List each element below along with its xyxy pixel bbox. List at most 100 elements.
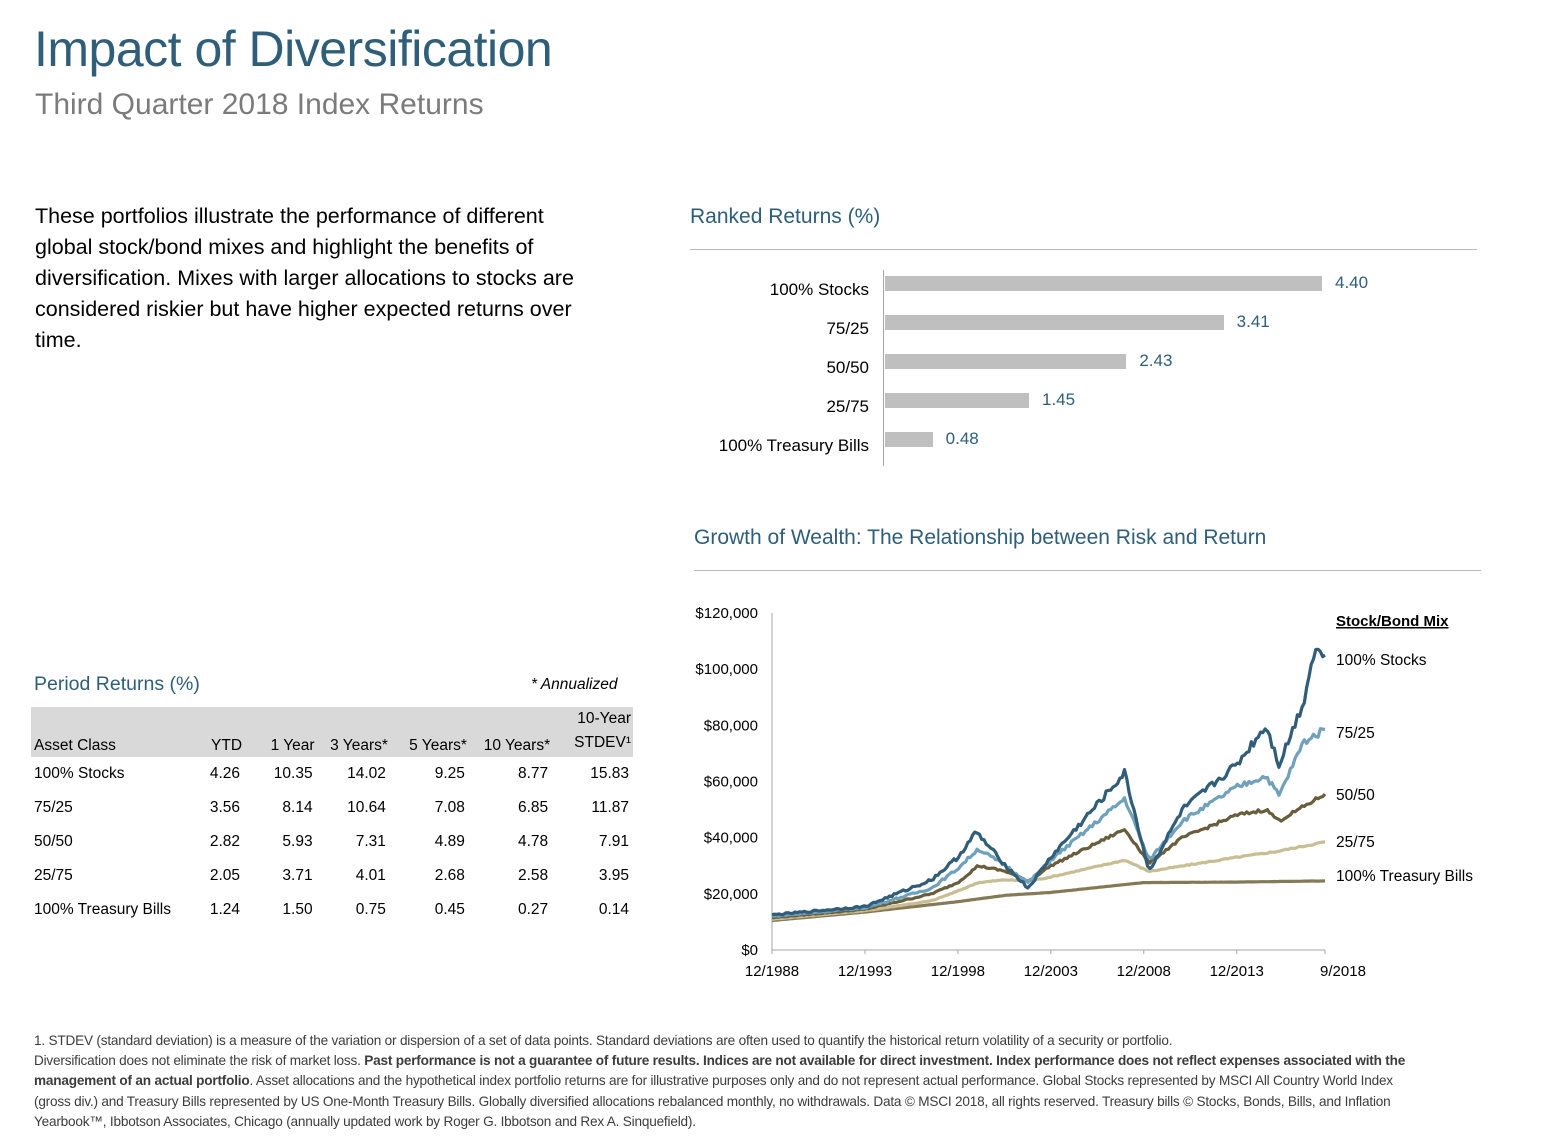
growth-divider xyxy=(694,570,1481,571)
x-tick-label: 12/2013 xyxy=(1210,963,1264,980)
period-returns-table: Asset Class YTD 1 Year 3 Years* 5 Years*… xyxy=(31,707,633,927)
table-cell: 3.95 xyxy=(598,867,629,884)
ranked-label: 25/75 xyxy=(826,397,869,416)
table-cell: 100% Treasury Bills xyxy=(34,901,171,918)
x-tick-label: 12/2003 xyxy=(1024,963,1078,980)
page-title: Impact of Diversification xyxy=(34,21,553,77)
growth-line-chart: $0 $20,000 $40,000 $60,000 $80,000 $100,000 $1… xyxy=(695,605,1473,980)
table-cell: 8.14 xyxy=(282,799,313,816)
table-cell: 1.24 xyxy=(209,901,241,918)
ranked-bar xyxy=(885,432,933,447)
x-tick-label: 12/2008 xyxy=(1117,963,1171,980)
page-subtitle: Third Quarter 2018 Index Returns xyxy=(35,88,484,121)
footnote: 1. STDEV (standard deviation) is a measu… xyxy=(34,1031,1414,1132)
table-cell: 5.93 xyxy=(282,833,313,850)
col-stdev-label: STDEV¹ xyxy=(574,734,631,751)
ranked-value-label: 3.41 xyxy=(1236,312,1270,331)
table-cell: 75/25 xyxy=(34,799,73,816)
ranked-value-label: 0.48 xyxy=(945,429,979,448)
table-cell: 0.27 xyxy=(517,901,549,918)
ranked-bar xyxy=(885,354,1127,369)
x-tick-label: 12/1998 xyxy=(931,963,985,980)
table-header-row: Asset Class YTD 1 Year 3 Years* 5 Years*… xyxy=(31,707,633,757)
x-tick-label: 9/2018 xyxy=(1320,963,1366,980)
table-row: 50/50 2.82 5.93 7.31 4.89 4.78 7.91 xyxy=(31,825,633,859)
ranked-label: 50/50 xyxy=(826,358,869,377)
ranked-bar xyxy=(885,315,1224,330)
ranked-label: 100% Treasury Bills xyxy=(718,436,869,455)
table-cell: 0.75 xyxy=(355,901,386,918)
table-row: 100% Treasury Bills 1.24 1.50 0.75 0.45 0.27 0… xyxy=(31,893,633,927)
table-cell: 6.85 xyxy=(517,799,549,816)
col-3-years: 3 Years* xyxy=(316,707,390,757)
ranked-returns-title: Ranked Returns (%) xyxy=(690,205,881,228)
legend-label: 50/50 xyxy=(1336,787,1375,804)
col-ytd: YTD xyxy=(194,707,245,757)
table-cell: 7.31 xyxy=(355,833,386,850)
y-tick-label: $120,000 xyxy=(695,605,758,622)
table-row: 100% Stocks 4.26 10.35 14.02 9.25 8.77 15.83 xyxy=(31,757,633,791)
col-10-years: 10 Years* xyxy=(468,707,553,757)
table-cell: 4.01 xyxy=(355,867,386,884)
table-cell: 25/75 xyxy=(34,867,73,884)
legend-label: 25/75 xyxy=(1336,834,1375,851)
intro-text: These portfolios illustrate the performa… xyxy=(35,204,574,352)
table-cell: 100% Stocks xyxy=(34,765,125,782)
legend-label: 100% Stocks xyxy=(1336,652,1427,669)
annualized-note: * Annualized xyxy=(531,676,618,693)
table-cell: 4.78 xyxy=(517,833,549,850)
ranked-bar xyxy=(885,393,1029,408)
series-line xyxy=(771,727,1326,918)
table-cell: 14.02 xyxy=(347,765,386,782)
table-body: 100% Stocks 4.26 10.35 14.02 9.25 8.77 15.83 75… xyxy=(31,757,633,927)
table-cell: 9.25 xyxy=(434,765,465,782)
table-cell: 10.35 xyxy=(273,765,313,782)
table-cell: 3.56 xyxy=(209,799,241,816)
ranked-bar xyxy=(885,276,1322,291)
y-tick-label: $20,000 xyxy=(704,886,758,903)
col-10-year-stdev: 10-Year STDEV¹ xyxy=(552,707,633,757)
ranked-axis xyxy=(883,270,884,466)
table-cell: 7.08 xyxy=(434,799,465,816)
col-10-year-label: 10-Year xyxy=(577,710,631,727)
table-cell: 11.87 xyxy=(591,799,629,816)
ranked-value-label: 2.43 xyxy=(1139,351,1173,370)
y-tick-label: $0 xyxy=(741,942,758,959)
legend-label: 75/25 xyxy=(1336,725,1375,742)
x-tick-label: 12/1993 xyxy=(838,963,892,980)
footnote-line-1: 1. STDEV (standard deviation) is a measu… xyxy=(34,1033,1173,1048)
table-cell: 10.64 xyxy=(347,799,386,816)
ranked-divider xyxy=(690,249,1477,250)
table-cell: 0.45 xyxy=(434,901,465,918)
table-cell: 2.82 xyxy=(209,833,241,850)
table-cell: 7.91 xyxy=(598,833,629,850)
table-row: 75/25 3.56 8.14 10.64 7.08 6.85 11.87 xyxy=(31,791,633,825)
table-cell: 2.05 xyxy=(209,867,241,884)
y-tick-label: $40,000 xyxy=(704,830,758,847)
period-returns-title: Period Returns (%) xyxy=(34,673,200,695)
table-cell: 2.68 xyxy=(434,867,465,884)
y-tick-label: $100,000 xyxy=(695,661,758,678)
table-cell: 4.89 xyxy=(434,833,465,850)
series-line xyxy=(771,879,1326,923)
footnote-intro: Diversification does not eliminate the r… xyxy=(34,1053,365,1069)
legend-label: 100% Treasury Bills xyxy=(1336,868,1473,885)
legend-title: Stock/Bond Mix xyxy=(1336,613,1449,630)
ranked-label: 75/25 xyxy=(826,319,869,338)
col-5-years: 5 Years* xyxy=(389,707,469,757)
ranked-value-label: 1.45 xyxy=(1042,390,1076,409)
table-cell: 3.71 xyxy=(282,867,313,884)
ranked-label: 100% Stocks xyxy=(769,280,869,299)
table-cell: 50/50 xyxy=(34,833,73,850)
series-line xyxy=(771,647,1326,917)
table-cell: 2.58 xyxy=(517,867,549,884)
x-tick-label: 12/1988 xyxy=(745,963,799,980)
table-cell: 0.14 xyxy=(598,901,629,918)
table-cell: 15.83 xyxy=(590,765,629,782)
footnote-bold: Past performance is not a guarantee of f… xyxy=(34,1053,1406,1089)
col-asset-class: Asset Class xyxy=(31,707,195,757)
ranked-value-label: 4.40 xyxy=(1335,273,1369,292)
footnote-rest: . Asset allocations and the hypothetical… xyxy=(34,1073,1393,1129)
footnote-paragraph: Diversification does not eliminate the r… xyxy=(34,1051,1414,1132)
table-cell: 1.50 xyxy=(282,901,313,918)
